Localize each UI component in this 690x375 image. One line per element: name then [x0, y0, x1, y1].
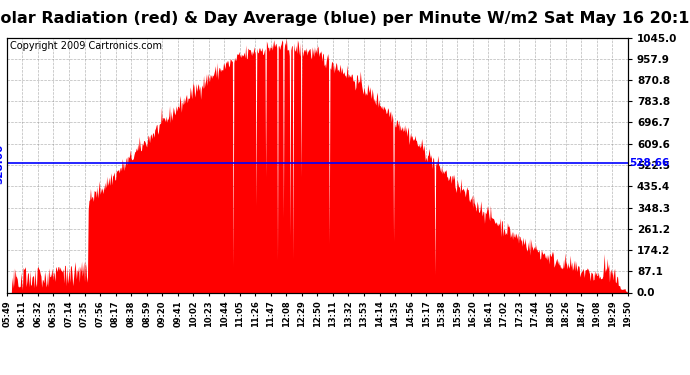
Text: 528.66: 528.66 — [629, 159, 669, 168]
Text: Copyright 2009 Cartronics.com: Copyright 2009 Cartronics.com — [10, 41, 162, 51]
Text: 528.66: 528.66 — [0, 143, 4, 184]
Text: Solar Radiation (red) & Day Average (blue) per Minute W/m2 Sat May 16 20:10: Solar Radiation (red) & Day Average (blu… — [0, 11, 690, 26]
